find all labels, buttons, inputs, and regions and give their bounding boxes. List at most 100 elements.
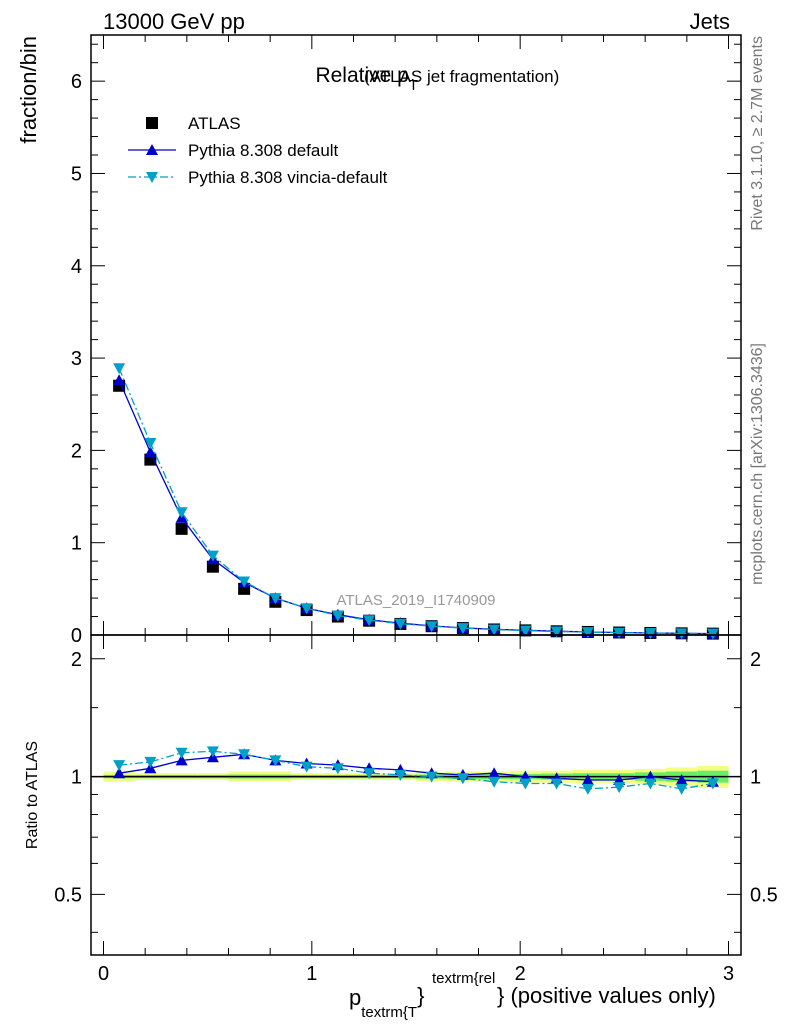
legend-label-atlas: ATLAS [188, 114, 241, 133]
main-point-s1-1 [144, 446, 157, 458]
ratio-point-s1-9 [394, 769, 407, 781]
main-point-s2-12 [488, 624, 501, 636]
main-point-s2-6 [300, 603, 313, 615]
main-ytick-label-3: 3 [71, 348, 82, 370]
main-point-s2-16 [613, 627, 626, 639]
main-title-suffix: (ATLAS jet fragmentation) [364, 67, 559, 86]
ratio-point-s1-13 [519, 778, 532, 790]
ratio-series-line-1 [119, 750, 714, 790]
ratio-point-s1-12 [488, 776, 501, 788]
main-point-s2-4 [238, 576, 251, 588]
side-label-top: Rivet 3.1.10, ≥ 2.7M events [749, 36, 766, 231]
ratio-series-layer [113, 746, 719, 795]
analysis-label: ATLAS_2019_I1740909 [336, 592, 495, 609]
x-axis-label-main: p [349, 985, 361, 1010]
ratio-point-s0-0 [113, 767, 126, 779]
main-series-layer [113, 363, 719, 640]
main-point-s2-19 [706, 628, 719, 640]
main-point-s1-0 [113, 374, 126, 386]
x-axis-label-subscript: textrm{T [361, 1004, 417, 1021]
ratio-panel: 0.5 0.5 1 1 2 2 0 1 2 3 Ratio to ATLAS ptextrm{T}… [24, 634, 778, 1021]
main-point-s2-14 [550, 626, 563, 638]
legend-label-default: Pythia 8.308 default [188, 141, 339, 160]
main-ytick-label-0: 0 [71, 625, 82, 647]
x-tick-label-2: 2 [515, 963, 526, 985]
ratio-ytick-label-right-1: 1 [750, 767, 761, 789]
ratio-point-s1-3 [206, 746, 219, 758]
x-tick-label-1: 1 [306, 963, 317, 985]
ratio-ytick-label-left-2: 2 [71, 649, 82, 671]
main-point-s2-13 [519, 625, 532, 637]
main-ticks-layer: 0 1 2 3 4 5 6 [71, 35, 741, 647]
ratio-point-s1-16 [613, 782, 626, 794]
x-axis-label-superscript: textrm{rel [432, 970, 495, 987]
main-title: Relative pT [315, 64, 418, 94]
main-ytick-label-6: 6 [71, 71, 82, 93]
legend-label-vincia: Pythia 8.308 vincia-default [188, 168, 388, 187]
legend-marker-default [146, 144, 158, 155]
main-point-s2-9 [394, 618, 407, 630]
ratio-point-s0-18 [675, 773, 688, 785]
x-axis-label-suffix: } (positive values only) [497, 983, 716, 1008]
legend-marker-atlas [146, 117, 158, 129]
ratio-point-s1-15 [581, 783, 594, 795]
main-point-s2-5 [269, 593, 282, 605]
main-point-s2-8 [363, 615, 376, 627]
ratio-point-s1-5 [269, 755, 282, 767]
main-point-s0-2 [175, 522, 188, 535]
ratio-point-s1-2 [175, 747, 188, 759]
main-point-s2-17 [644, 628, 657, 640]
ratio-point-s1-18 [675, 783, 688, 795]
ratio-frame [90, 634, 742, 956]
ratio-point-s0-15 [581, 773, 594, 785]
x-axis-label-brace: } [417, 983, 424, 1008]
main-panel: 0 1 2 3 4 5 6 fraction/bin Relative pT (ATLAS … [16, 34, 742, 647]
ratio-ytick-label-left-1: 1 [71, 767, 82, 789]
main-ytick-label-1: 1 [71, 533, 82, 555]
legend: ATLAS Pythia 8.308 default Pythia 8.308 … [128, 114, 388, 187]
ratio-point-s1-14 [550, 778, 563, 790]
main-ytick-label-2: 2 [71, 440, 82, 462]
ratio-point-s1-1 [144, 756, 157, 768]
ratio-point-s1-0 [113, 760, 126, 772]
main-title-subscript: T [409, 77, 418, 94]
header-left: 13000 GeV pp [103, 9, 245, 34]
header-right: Jets [690, 9, 730, 34]
main-point-s2-10 [425, 621, 438, 633]
ratio-ticks-layer: 0.5 0.5 1 1 2 2 0 1 2 3 [54, 635, 778, 985]
ratio-point-s1-8 [363, 768, 376, 780]
ratio-y-axis-label: Ratio to ATLAS [24, 741, 41, 849]
side-label-bottom: mcplots.cern.ch [arXiv:1306.3436] [749, 343, 766, 585]
main-title-text: Relative p [315, 64, 408, 87]
main-ytick-label-4: 4 [71, 256, 82, 278]
ratio-point-s1-10 [425, 771, 438, 783]
main-point-s2-7 [331, 610, 344, 622]
ratio-point-s0-2 [175, 754, 188, 766]
x-tick-label-0: 0 [98, 963, 109, 985]
ratio-point-s1-7 [331, 763, 344, 775]
main-point-s2-0 [113, 363, 126, 375]
main-point-s2-15 [581, 627, 594, 639]
ratio-point-s1-17 [644, 778, 657, 790]
ratio-series-line-0 [118, 753, 713, 783]
main-y-axis-label: fraction/bin [16, 36, 41, 144]
x-axis-label: ptextrm{T} [349, 983, 424, 1021]
ratio-ytick-label-right-0: 0.5 [750, 884, 778, 906]
ratio-ytick-label-left-0: 0.5 [54, 884, 82, 906]
main-point-s2-3 [206, 550, 219, 562]
ratio-point-s1-6 [300, 761, 313, 773]
main-point-s2-18 [675, 628, 688, 640]
ratio-point-s1-19 [706, 778, 719, 790]
legend-marker-vincia [146, 172, 158, 183]
ratio-point-s1-4 [238, 749, 251, 761]
main-point-s2-11 [456, 623, 469, 635]
main-point-s2-2 [175, 507, 188, 519]
ratio-point-s0-12 [488, 767, 501, 779]
main-ytick-label-5: 5 [71, 163, 82, 185]
x-tick-label-3: 3 [723, 963, 734, 985]
main-series-line-2 [118, 367, 713, 635]
ratio-ytick-label-right-2: 2 [750, 649, 761, 671]
ratio-point-s1-11 [456, 773, 469, 785]
main-point-s2-1 [144, 438, 157, 449]
